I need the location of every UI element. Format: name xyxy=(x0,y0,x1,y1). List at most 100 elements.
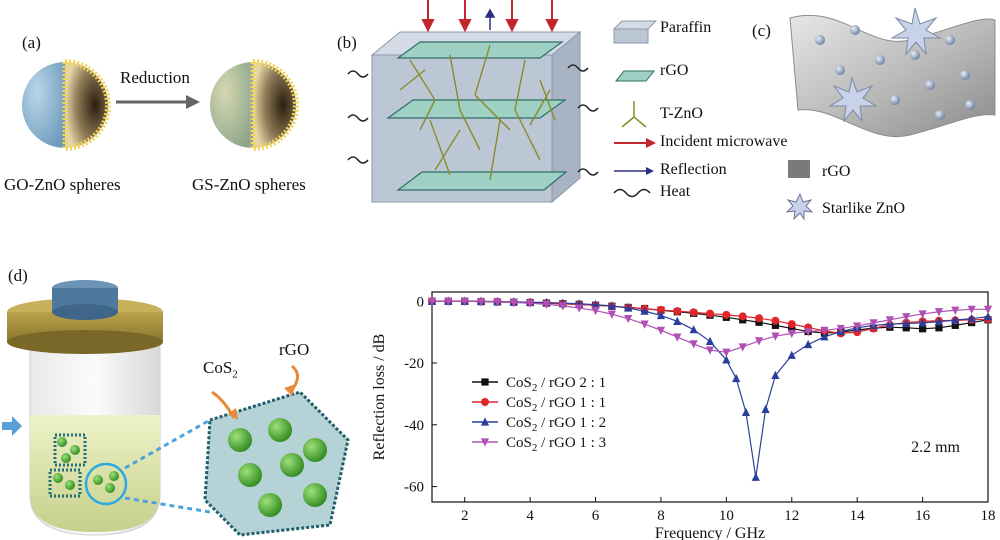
series-2-point xyxy=(673,307,682,316)
series-3-point xyxy=(771,370,780,379)
series-4-point xyxy=(705,346,715,355)
legend-marker-3 xyxy=(480,417,490,426)
series-3-point xyxy=(902,318,911,328)
series-4-point xyxy=(509,298,518,308)
series-4-point xyxy=(902,313,911,322)
chart-annotation: 2.2 mm xyxy=(911,439,960,456)
heat-waves xyxy=(347,64,599,176)
series-2-point xyxy=(706,309,714,318)
cos2-text: CoS xyxy=(203,358,233,377)
paraffin-composite-block xyxy=(347,0,599,204)
series-3-point xyxy=(640,306,649,315)
series-4-point xyxy=(738,343,747,352)
rgo-swatch-icon xyxy=(614,70,656,82)
series-4-point xyxy=(885,316,894,325)
series-2-point xyxy=(755,314,764,323)
flow-arrow-icon xyxy=(2,416,22,436)
series-2-point xyxy=(689,308,698,317)
x-tick-label-18: 18 xyxy=(981,508,996,524)
series-3-point xyxy=(804,339,813,349)
series-2-point xyxy=(771,316,780,325)
x-tick-label-2: 2 xyxy=(461,508,469,524)
incident-microwave-legend-icon xyxy=(614,138,656,148)
series-4-point xyxy=(656,326,666,335)
series-4-point xyxy=(771,332,780,341)
panel-a-label: (a) xyxy=(22,33,41,52)
series-3-point xyxy=(722,355,731,364)
gs-zno-caption: GS-ZnO spheres xyxy=(192,175,306,194)
cos2-subscript: 2 xyxy=(232,368,238,381)
legend-c-rgo: rGO xyxy=(822,163,851,180)
starlike-zno-legend-icon xyxy=(785,192,814,221)
go-zno-caption: GO-ZnO spheres xyxy=(4,175,121,194)
series-1-point xyxy=(951,321,959,329)
go-zno-sphere xyxy=(22,59,111,151)
legend-incident-microwave: Incident microwave xyxy=(660,133,788,150)
legend-heat: Heat xyxy=(660,183,691,200)
series-3-point xyxy=(732,373,741,383)
series-4-point xyxy=(624,314,633,324)
series-3-point xyxy=(656,310,666,320)
y-tick-label--40: -40 xyxy=(404,418,424,434)
series-3-point xyxy=(951,315,960,324)
series-4-point xyxy=(673,333,682,342)
t-zno-whiskers xyxy=(399,44,556,181)
series-4-point xyxy=(575,304,584,313)
series-3-point xyxy=(820,332,829,341)
cos2-rgo-clusters xyxy=(48,433,128,506)
series-3-point xyxy=(918,318,927,327)
y-tick-label--20: -20 xyxy=(404,356,424,372)
reduction-arrow xyxy=(116,95,200,109)
series-4-point xyxy=(526,299,535,308)
starlike-zno-on-rgo-illustration xyxy=(789,7,996,138)
series-1-point xyxy=(902,324,910,332)
series-4-point xyxy=(444,297,453,306)
paraffin-swatch-icon xyxy=(612,20,658,44)
legend-rgo: rGO xyxy=(660,62,689,79)
gs-zno-sphere xyxy=(210,59,299,151)
series-2-point xyxy=(738,312,747,321)
rgo-sheet-bottom xyxy=(396,171,568,191)
series-4-point xyxy=(558,302,567,311)
reduction-label: Reduction xyxy=(120,68,190,87)
series-4-point xyxy=(869,319,878,328)
x-axis-label: Frequency / GHz xyxy=(655,525,765,540)
y-axis-label: Reflection loss / dB xyxy=(371,334,388,461)
reflection-loss-chart: 2 4 6 8 10 12 14 16 18 0 -20 -40 -60 Frequency / GHz R… xyxy=(371,291,996,540)
x-tick-label-12: 12 xyxy=(784,508,799,524)
series-3-point xyxy=(741,407,751,417)
series-3-point xyxy=(705,336,715,346)
series-4-point xyxy=(640,320,649,329)
series-3-point xyxy=(787,350,796,359)
reflection-arrow xyxy=(484,8,496,30)
series-4-point xyxy=(591,306,600,316)
series-3-point xyxy=(967,313,976,323)
legend-label-2: CoS2 / rGO 1 : 1 xyxy=(506,395,606,414)
series-4-point xyxy=(787,329,796,338)
x-tick-label-4: 4 xyxy=(526,508,534,524)
y-tick-label--60: -60 xyxy=(404,480,424,496)
series-4-point xyxy=(607,310,616,319)
series-4-point xyxy=(967,305,976,314)
legend-marker-1 xyxy=(481,378,489,386)
legend-c-starlike-zno: Starlike ZnO xyxy=(822,200,906,217)
series-2-point xyxy=(722,310,731,319)
series-4-point xyxy=(918,310,927,319)
series-3-point xyxy=(689,325,698,334)
series-1-point xyxy=(935,324,943,332)
series-3-point xyxy=(751,472,760,481)
series-1-point xyxy=(788,324,796,333)
series-1-point xyxy=(755,318,763,326)
series-3-point xyxy=(624,303,633,312)
x-tick-label-8: 8 xyxy=(657,508,665,524)
cos2-rgo-zoom xyxy=(203,390,350,537)
x-tick-label-10: 10 xyxy=(719,508,734,524)
series-4-point xyxy=(722,348,731,357)
series-3-point xyxy=(591,300,600,309)
series-2-point xyxy=(787,320,796,329)
series-3-point xyxy=(607,301,616,310)
series-4-point xyxy=(983,305,993,314)
panel-a-illustration: Reduction xyxy=(22,59,299,151)
series-1-point xyxy=(771,321,780,329)
series-4-point xyxy=(951,306,960,315)
